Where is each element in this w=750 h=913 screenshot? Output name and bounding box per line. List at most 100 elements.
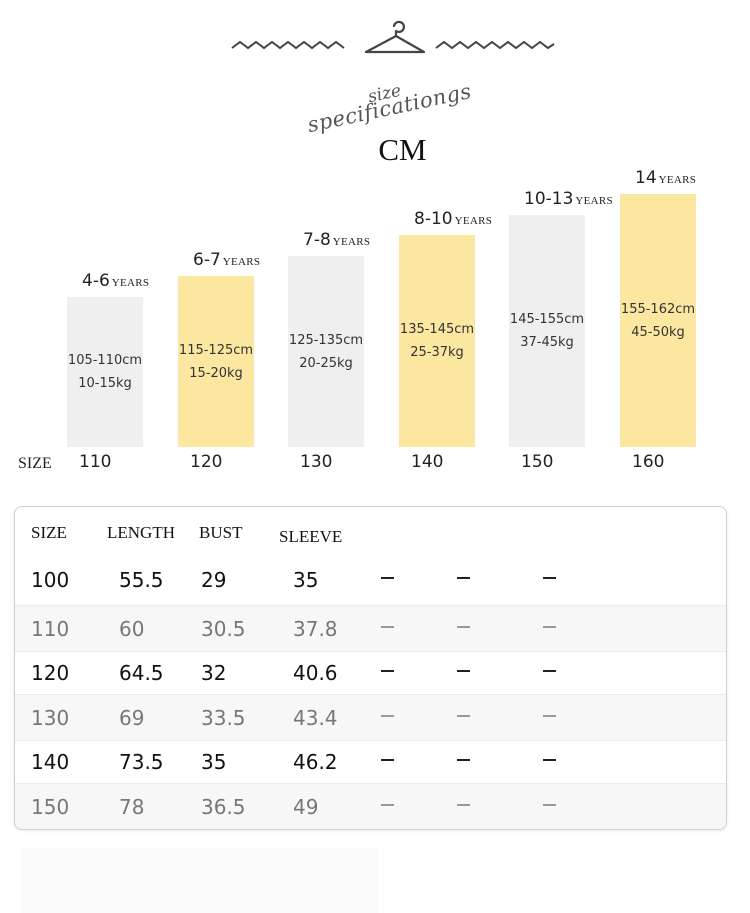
empty-cell-dash (543, 670, 556, 672)
cell-sleeve: 40.6 (293, 661, 338, 685)
header-size: SIZE (31, 523, 67, 542)
empty-cell-dash (381, 759, 394, 761)
cell-size: 140 (31, 750, 70, 774)
size-tick-160: 160 (632, 452, 665, 472)
empty-cell-dash (381, 577, 394, 579)
cell-sleeve: 49 (293, 795, 319, 819)
age-range: 8-10 (414, 209, 453, 229)
empty-cell-dash (543, 626, 556, 628)
size-tick-110: 110 (79, 452, 112, 472)
cell-bust: 33.5 (201, 706, 246, 730)
age-unit: YEARS (658, 174, 697, 186)
zigzag-left (231, 40, 345, 50)
table-row: 100 55.5 29 35 (15, 557, 726, 602)
table-row: 140 73.5 35 46.2 (15, 739, 726, 784)
cell-size: 110 (31, 617, 70, 641)
cell-length: 55.5 (119, 568, 164, 592)
cell-sleeve: 35 (293, 568, 319, 592)
cell-length: 60 (119, 617, 145, 641)
cell-size: 100 (31, 568, 70, 592)
age-unit: YEARS (454, 215, 493, 227)
cell-bust: 35 (201, 750, 227, 774)
unit-title: CM (378, 132, 427, 167)
size-table: SIZE LENGTH BUST SLEEVE 100 55.5 29 35 110 60… (14, 506, 727, 830)
empty-cell-dash (457, 670, 470, 672)
bar-weight-range: 45-50kg (631, 324, 685, 340)
empty-cell-dash (381, 670, 394, 672)
age-unit: YEARS (332, 236, 371, 248)
header-bust: BUST (199, 523, 243, 542)
cell-sleeve: 46.2 (293, 750, 338, 774)
size-bar-140: 135-145cm 25-37kg (399, 235, 475, 447)
table-row: 130 69 33.5 43.4 (15, 694, 726, 741)
empty-cell-dash (457, 715, 470, 717)
age-unit: YEARS (222, 256, 261, 268)
age-label-120: 6-7 YEARS (193, 250, 260, 270)
age-label-110: 4-6 YEARS (82, 271, 149, 291)
cell-sleeve: 43.4 (293, 706, 338, 730)
age-label-150: 10-13 YEARS (524, 189, 613, 209)
size-bar-150: 145-155cm 37-45kg (509, 215, 585, 447)
cell-length: 64.5 (119, 661, 164, 685)
cell-size: 120 (31, 661, 70, 685)
empty-cell-dash (381, 626, 394, 628)
header-sleeve: SLEEVE (279, 527, 343, 546)
cell-length: 69 (119, 706, 145, 730)
header-decoration (231, 20, 555, 54)
cell-size: 130 (31, 706, 70, 730)
cell-sleeve: 37.8 (293, 617, 338, 641)
empty-cell-dash (457, 577, 470, 579)
footer-placeholder (20, 848, 378, 913)
size-bar-110: 105-110cm 10-15kg (67, 297, 143, 447)
empty-cell-dash (543, 804, 556, 806)
cell-bust: 36.5 (201, 795, 246, 819)
bar-height-range: 155-162cm (620, 301, 696, 317)
age-range: 14 (635, 168, 657, 188)
size-axis-label: SIZE (18, 455, 52, 472)
cell-bust: 32 (201, 661, 227, 685)
size-tick-130: 130 (300, 452, 333, 472)
size-tick-140: 140 (411, 452, 444, 472)
empty-cell-dash (381, 715, 394, 717)
empty-cell-dash (543, 759, 556, 761)
table-row: 120 64.5 32 40.6 (15, 650, 726, 695)
bar-weight-range: 25-37kg (410, 345, 464, 360)
empty-cell-dash (543, 715, 556, 717)
age-label-130: 7-8 YEARS (303, 230, 370, 250)
size-bar-160: 155-162cm 45-50kg (620, 194, 696, 447)
table-row: 150 78 36.5 49 (15, 783, 726, 829)
empty-cell-dash (381, 804, 394, 806)
size-bar-130: 125-135cm 20-25kg (288, 256, 364, 447)
age-range: 10-13 (524, 189, 574, 209)
bar-height-range: 125-135cm (288, 332, 364, 348)
bar-height-range: 135-145cm (399, 322, 475, 337)
age-unit: YEARS (111, 277, 150, 289)
bar-weight-range: 37-45kg (520, 335, 574, 350)
cell-size: 150 (31, 795, 70, 819)
zigzag-right (435, 40, 555, 50)
age-label-140: 8-10 YEARS (414, 209, 492, 229)
bar-height-range: 105-110cm (67, 353, 143, 368)
cell-bust: 30.5 (201, 617, 246, 641)
header-length: LENGTH (107, 523, 175, 542)
cell-bust: 29 (201, 568, 227, 592)
bar-height-range: 115-125cm (178, 342, 254, 358)
size-bar-120: 115-125cm 15-20kg (178, 276, 254, 447)
bar-weight-range: 20-25kg (299, 355, 353, 371)
empty-cell-dash (457, 626, 470, 628)
age-range: 4-6 (82, 271, 110, 291)
table-row: 110 60 30.5 37.8 (15, 605, 726, 652)
empty-cell-dash (457, 804, 470, 806)
size-tick-150: 150 (521, 452, 554, 472)
hanger-icon (364, 20, 426, 54)
age-label-160: 14 YEARS (635, 168, 696, 188)
cell-length: 73.5 (119, 750, 164, 774)
empty-cell-dash (543, 577, 556, 579)
bar-height-range: 145-155cm (509, 312, 585, 327)
empty-cell-dash (457, 759, 470, 761)
age-unit: YEARS (575, 195, 613, 207)
age-range: 7-8 (303, 230, 331, 250)
bar-weight-range: 10-15kg (78, 376, 132, 391)
bar-weight-range: 15-20kg (189, 365, 243, 381)
cell-length: 78 (119, 795, 145, 819)
